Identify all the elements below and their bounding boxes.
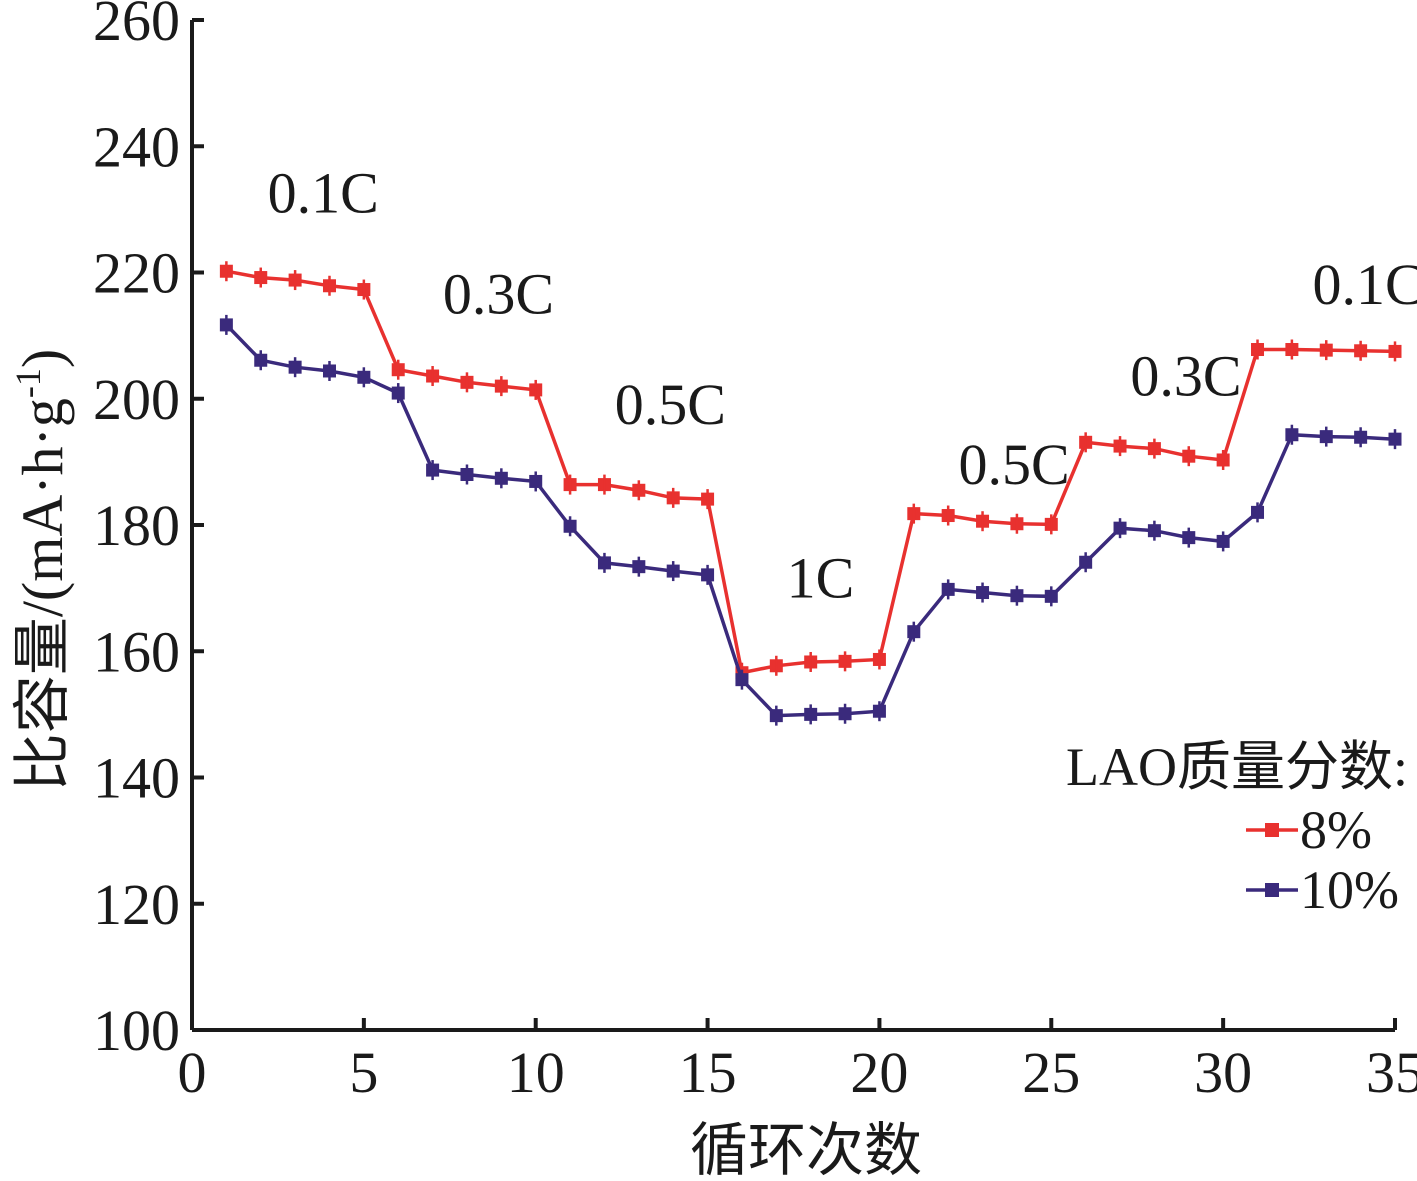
x-tick-label: 10	[507, 1040, 565, 1105]
series-layer	[219, 261, 1402, 726]
y-tick-label: 240	[93, 114, 180, 179]
y-tick-label: 180	[93, 493, 180, 558]
x-tick-label: 35	[1366, 1040, 1417, 1105]
y-tick-label: 120	[93, 872, 180, 937]
y-tick-label: 220	[93, 241, 180, 306]
y-tick-label: 160	[93, 619, 180, 684]
legend-label: 10%	[1300, 860, 1399, 920]
y-tick-label: 260	[93, 0, 180, 53]
x-tick-label: 30	[1194, 1040, 1252, 1105]
rate-label: 1C	[787, 546, 855, 611]
legend: LAO质量分数: 8%10%	[1066, 737, 1408, 920]
y-axis-title: 比容量/(mA·h·g-1)	[8, 349, 75, 791]
x-tick-label: 20	[850, 1040, 908, 1105]
rate-annotations: 0.1C 0.3C 0.5C 1C 0.5C 0.3C 0.1C	[268, 161, 1417, 611]
rate-label: 0.3C	[443, 262, 554, 327]
series-line-0	[226, 269, 1396, 675]
legend-marker	[1265, 883, 1279, 897]
x-tick-label: 5	[349, 1040, 378, 1105]
x-tick-label: 25	[1022, 1040, 1080, 1105]
x-axis-title: 循环次数	[690, 1118, 922, 1181]
x-tick-label: 15	[679, 1040, 737, 1105]
rate-label: 0.1C	[268, 161, 379, 226]
y-tick-label: 100	[93, 998, 180, 1063]
legend-label: 8%	[1300, 800, 1372, 860]
rate-label: 0.5C	[958, 432, 1069, 497]
x-tick-label: 0	[178, 1040, 207, 1105]
y-tick-label: 200	[93, 367, 180, 432]
legend-title: LAO质量分数:	[1066, 737, 1408, 797]
axes: 100 120 140 160 180 200 220 240 260 0 5 10 15 20 25 30 3…	[93, 0, 1417, 1105]
rate-label: 0.1C	[1313, 252, 1417, 317]
rate-label: 0.3C	[1130, 344, 1241, 409]
rate-label: 0.5C	[615, 372, 726, 437]
y-tick-label: 140	[93, 746, 180, 811]
legend-marker	[1265, 823, 1279, 837]
